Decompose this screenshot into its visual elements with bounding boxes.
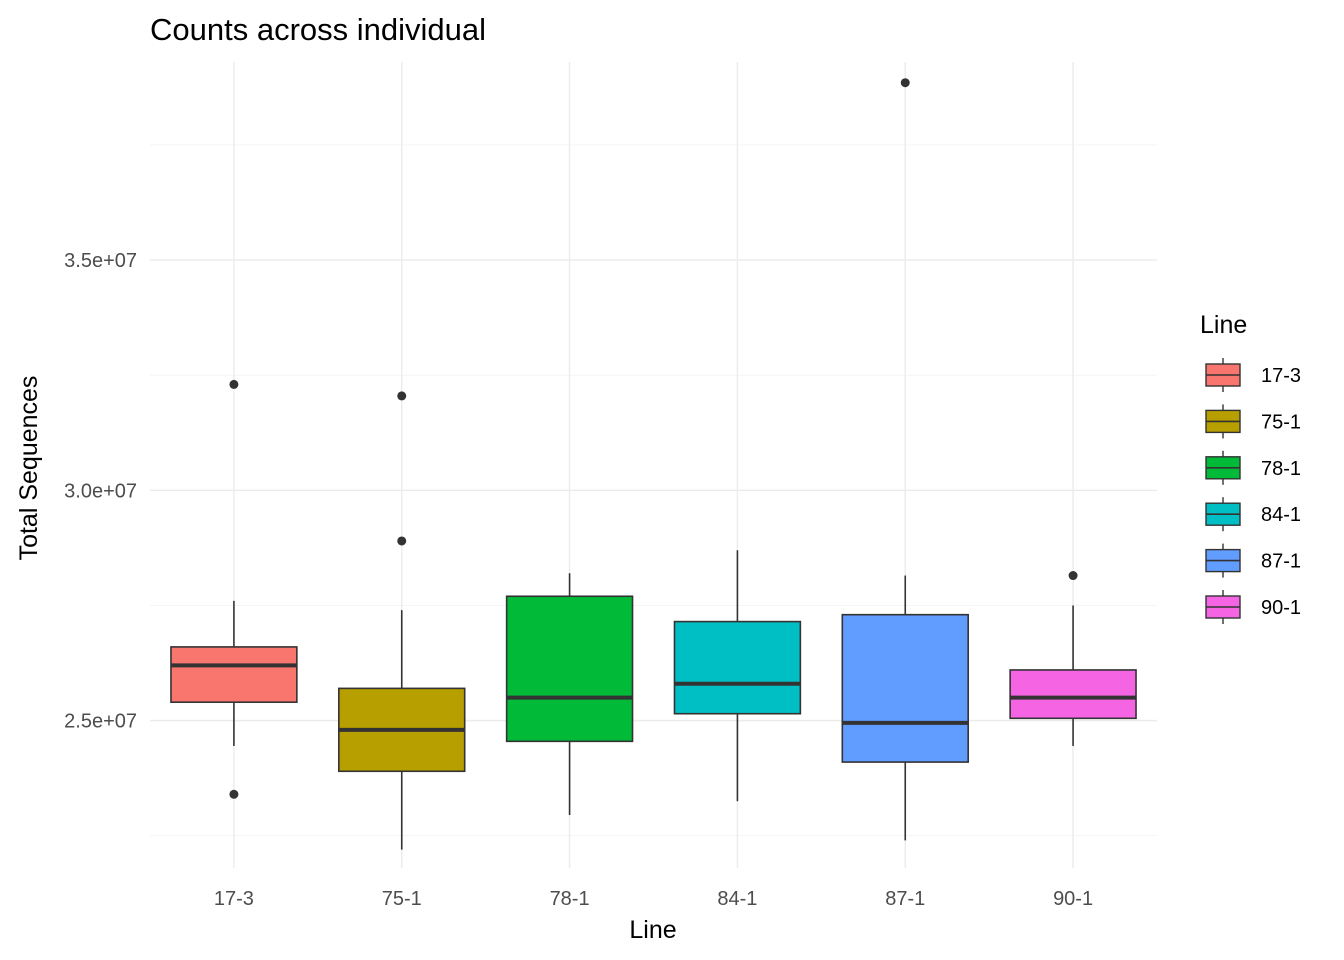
legend-label: 87-1	[1261, 551, 1301, 573]
legend-label: 84-1	[1261, 504, 1301, 526]
x-tick-label: 90-1	[1053, 888, 1093, 910]
box-84-1	[673, 550, 802, 802]
y-axis-title: Total Sequences	[15, 376, 43, 561]
box-75-1	[338, 391, 466, 850]
y-tick-label: 3.5e+07	[64, 250, 137, 272]
legend-label: 90-1	[1261, 597, 1301, 619]
x-axis-title: Line	[629, 916, 676, 944]
outlier-point	[900, 78, 910, 88]
x-tick-label: 17-3	[214, 888, 254, 910]
x-tick-label: 78-1	[550, 888, 590, 910]
y-tick-label: 2.5e+07	[64, 711, 137, 733]
legend-label: 75-1	[1261, 411, 1301, 433]
box-plots	[170, 78, 1137, 850]
legend-key-75-1	[1205, 404, 1241, 439]
box-17-3	[170, 379, 298, 799]
outlier-point	[397, 391, 407, 401]
legend-key-17-3	[1205, 358, 1241, 392]
box-78-1	[505, 573, 634, 816]
legend-label: 78-1	[1261, 458, 1301, 480]
x-tick-labels: 17-3 75-1 78-1 84-1 87-1 90-1	[214, 888, 1093, 910]
legend: Line 17-3 75-1 78-1 84-1 87-1 90-1	[1200, 311, 1301, 624]
box-90-1	[1009, 571, 1137, 746]
box-body	[170, 646, 298, 703]
legend-label: 17-3	[1261, 365, 1301, 387]
outlier-point	[1068, 571, 1078, 581]
outlier-point	[229, 789, 239, 799]
grid-lines	[150, 62, 1157, 868]
legend-key-78-1	[1205, 450, 1241, 485]
box-87-1	[841, 78, 969, 841]
outlier-point	[397, 536, 407, 546]
box-body	[505, 595, 634, 743]
x-tick-label: 84-1	[717, 888, 757, 910]
legend-key-87-1	[1205, 543, 1241, 578]
box-body	[841, 613, 969, 763]
x-tick-label: 87-1	[885, 888, 925, 910]
outlier-point	[229, 379, 239, 389]
box-body	[1009, 669, 1137, 720]
box-body	[673, 620, 802, 715]
x-tick-label: 75-1	[382, 888, 422, 910]
legend-key-90-1	[1205, 590, 1241, 624]
y-tick-labels: 2.5e+07 3.0e+07 3.5e+07	[64, 250, 137, 733]
chart-title: Counts across individual	[150, 12, 486, 47]
legend-title: Line	[1200, 311, 1247, 339]
legend-key-84-1	[1205, 497, 1241, 532]
y-tick-label: 3.0e+07	[64, 480, 137, 502]
